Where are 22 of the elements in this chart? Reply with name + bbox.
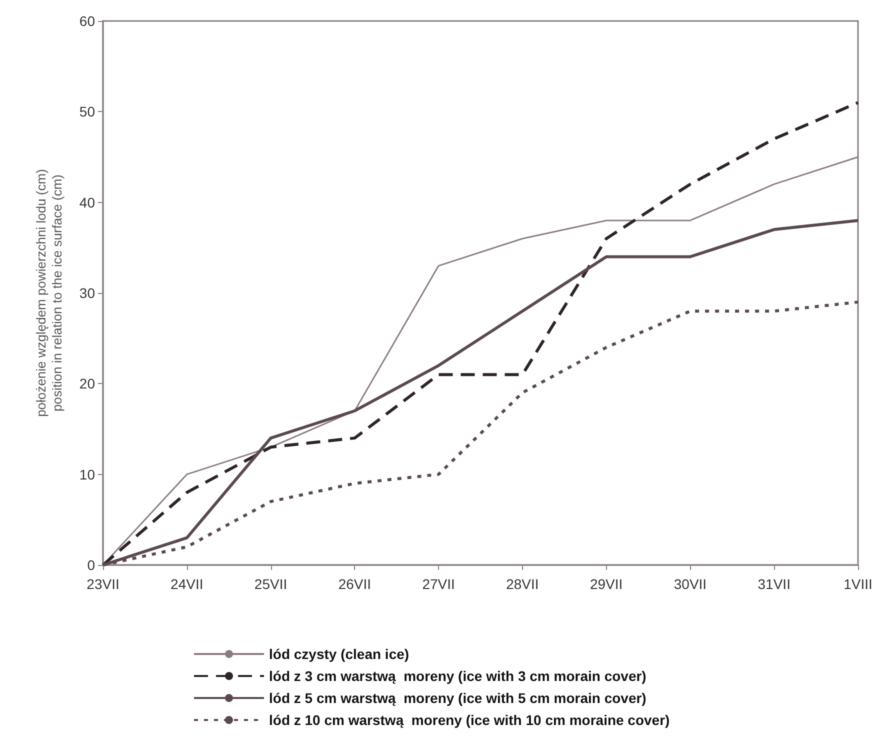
y-tick-label: 20 [79,376,96,392]
x-tick-label: 26VII [338,576,372,592]
legend-label: lód czysty (clean ice) [269,646,410,662]
legend-label: lód z 5 cm warstwą moreny (ice with 5 cm morain cover) [269,690,646,706]
x-tick-label: 1VIII [844,576,872,592]
x-tick-label: 27VII [422,576,455,592]
legend-label: lód z 10 cm warstwą moreny (ice with 10 cm moraine cover) [269,712,670,728]
x-tick-label: 28VII [506,576,539,592]
y-tick-label: 40 [79,194,96,210]
x-tick-label: 31VII [758,576,790,592]
x-tick-label: 30VII [674,576,707,592]
y-tick-label: 60 [79,13,96,29]
y-axis-title: położenie względem powierzchni lodu (cm) position in relation to the ice surface (cm) [34,169,64,417]
x-tick-label: 29VII [590,576,623,592]
y-tick-label: 10 [79,466,96,482]
x-tick-label: 25VII [254,576,288,592]
legend-label: lód z 3 cm warstwą moreny (ice with 3 cm morain cover) [269,668,646,684]
x-tick-label: 23VII [86,576,120,592]
y-tick-label: 0 [87,557,96,573]
y-tick-label: 50 [79,104,96,120]
y-tick-label: 30 [79,285,96,301]
x-tick-label: 24VII [170,576,204,592]
